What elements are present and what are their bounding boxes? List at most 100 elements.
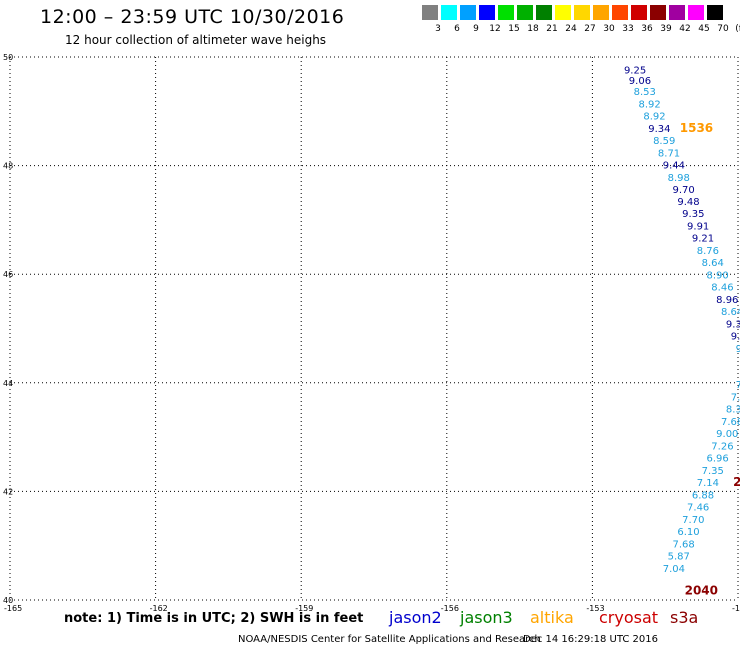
time-label: 2039 xyxy=(733,475,740,489)
wave-height-label: 9.36 xyxy=(731,331,740,342)
wave-height-label: 9.35 xyxy=(682,209,704,220)
scale-label: 18 xyxy=(527,24,539,34)
x-tick-label: -159 xyxy=(295,604,313,613)
y-tick-label: 48 xyxy=(3,162,13,171)
x-tick-label: -156 xyxy=(441,604,459,613)
wave-height-label: 8.92 xyxy=(639,99,661,110)
wave-height-label: 9.91 xyxy=(687,222,709,233)
wave-height-label: 7.68 xyxy=(672,539,694,550)
wave-height-label: 8.98 xyxy=(668,173,690,184)
wave-height-label: 8.53 xyxy=(634,87,656,98)
wave-height-label: 7.37 xyxy=(731,393,740,404)
scale-label: 30 xyxy=(603,24,615,34)
chart-title: 12:00 – 23:59 UTC 10/30/2016 xyxy=(40,6,345,28)
scale-swatch xyxy=(631,5,647,20)
satellite-label-cryosat: cryosat xyxy=(599,608,659,627)
satellite-label-altika: altika xyxy=(530,608,574,627)
y-tick-label: 40 xyxy=(3,596,13,605)
footer-timestamp: Dec 14 16:29:18 UTC 2016 xyxy=(523,634,658,645)
wave-height-label: 6.96 xyxy=(706,454,728,465)
scale-label: 3 xyxy=(435,24,441,34)
wave-height-label: 9.44 xyxy=(663,160,685,171)
y-tick-label: 50 xyxy=(3,53,13,62)
scale-label: (ft) xyxy=(735,24,740,34)
wave-height-label: 7.04 xyxy=(663,564,685,575)
note-text: note: 1) Time is in UTC; 2) SWH is in fe… xyxy=(64,611,364,626)
wave-height-label: 8.71 xyxy=(658,148,680,159)
satellite-label-jason3: jason3 xyxy=(460,608,513,627)
scale-swatch xyxy=(422,5,438,20)
scale-label: 12 xyxy=(489,24,501,34)
wave-height-label: 8.59 xyxy=(653,136,675,147)
wave-height-label: 8.76 xyxy=(697,246,719,257)
x-tick-label: -165 xyxy=(4,604,22,613)
scale-label: 21 xyxy=(546,24,558,34)
y-tick-label: 44 xyxy=(3,379,13,388)
scale-label: 27 xyxy=(584,24,596,34)
scale-label: 33 xyxy=(622,24,634,34)
scale-swatch xyxy=(498,5,514,20)
wave-height-label: 7.70 xyxy=(682,515,704,526)
wave-height-label: 6.88 xyxy=(692,490,714,501)
scale-swatch xyxy=(612,5,628,20)
wave-height-label: 5.87 xyxy=(668,551,690,562)
time-label: 1536 xyxy=(680,121,713,135)
wave-height-label: 8.64 xyxy=(702,258,724,269)
wave-height-label: 9.25 xyxy=(624,65,646,76)
wave-height-label: 8.34 xyxy=(726,405,740,416)
scale-label: 24 xyxy=(565,24,577,34)
x-tick-label: -150 xyxy=(732,604,740,613)
wave-height-label: 7.14 xyxy=(697,478,719,489)
wave-height-label: 9.35 xyxy=(726,319,740,330)
footer-credit: NOAA/NESDIS Center for Satellite Applica… xyxy=(238,634,541,645)
scale-swatch xyxy=(536,5,552,20)
wave-height-label: 9.21 xyxy=(692,234,714,245)
satellite-label-jason2: jason2 xyxy=(389,608,442,627)
scale-swatch xyxy=(517,5,533,20)
wave-height-label: 7.35 xyxy=(702,466,724,477)
scale-label: 9 xyxy=(473,24,479,34)
x-tick-label: -162 xyxy=(150,604,168,613)
wave-height-label: 9.34 xyxy=(648,124,670,135)
y-tick-label: 42 xyxy=(3,487,13,496)
wave-height-label: 7.26 xyxy=(711,442,733,453)
wave-height-label: 7.46 xyxy=(687,502,709,513)
wave-height-label: 9.00 xyxy=(716,429,738,440)
scale-swatch xyxy=(707,5,723,20)
y-tick-label: 46 xyxy=(3,270,13,279)
satellite-label-s3a: s3a xyxy=(670,608,699,627)
wave-height-label: 8.92 xyxy=(643,111,665,122)
scale-swatch xyxy=(555,5,571,20)
scale-swatch xyxy=(688,5,704,20)
wave-height-label: 8.90 xyxy=(706,271,728,282)
scale-label: 15 xyxy=(508,24,520,34)
wave-height-label: 9.06 xyxy=(629,76,651,87)
wave-height-label: 8.64 xyxy=(721,307,740,318)
time-label: 2040 xyxy=(685,584,718,598)
wave-height-label: 8.46 xyxy=(711,282,733,293)
scale-label: 70 xyxy=(717,24,729,34)
scale-label: 6 xyxy=(454,24,460,34)
wave-height-label: 7.68 xyxy=(721,417,740,428)
scale-swatch xyxy=(441,5,457,20)
scale-swatch xyxy=(650,5,666,20)
scale-swatch xyxy=(460,5,476,20)
wave-height-label: 6.10 xyxy=(677,527,699,538)
wave-height-label: 9.82 xyxy=(736,344,740,355)
scale-swatch xyxy=(479,5,495,20)
x-tick-label: -153 xyxy=(586,604,604,613)
chart-subtitle: 12 hour collection of altimeter wave hei… xyxy=(65,33,327,47)
scale-swatch xyxy=(593,5,609,20)
scale-label: 45 xyxy=(698,24,710,34)
scale-swatch xyxy=(669,5,685,20)
wave-height-label: 7.47 xyxy=(736,380,740,391)
scale-swatch xyxy=(574,5,590,20)
wave-height-label: 9.70 xyxy=(672,185,694,196)
scale-label: 36 xyxy=(641,24,653,34)
scale-label: 42 xyxy=(679,24,691,34)
wave-height-label: 8.96 xyxy=(716,295,738,306)
wave-height-label: 9.48 xyxy=(677,197,699,208)
scale-label: 39 xyxy=(660,24,672,34)
